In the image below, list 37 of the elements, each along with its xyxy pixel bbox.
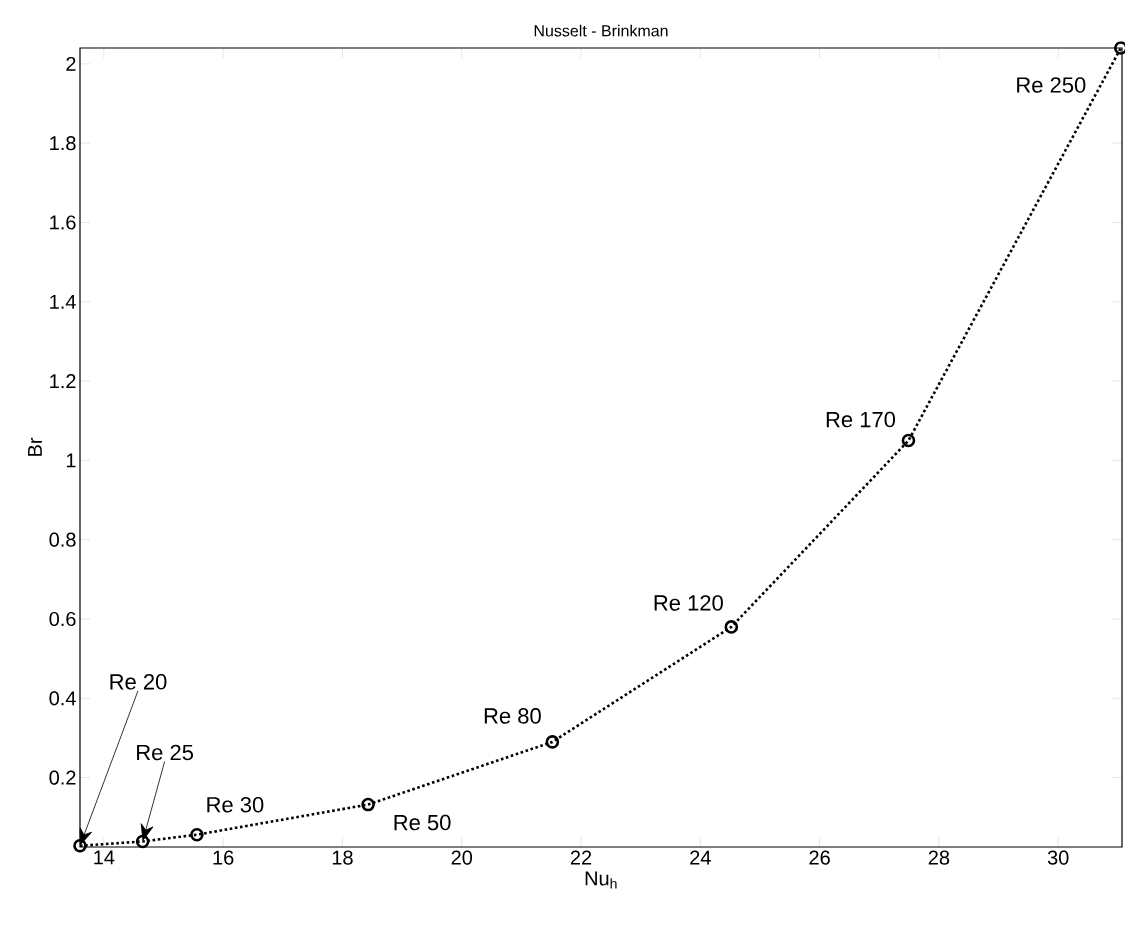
point	[545, 735, 560, 749]
y-tick-label: 1.4	[50, 294, 76, 309]
annotation: Re 80	[484, 708, 541, 724]
point	[901, 433, 916, 448]
x-tick-label: 16	[213, 850, 234, 865]
annotation: Re 25	[137, 744, 194, 761]
x-tick-label: 14	[94, 850, 115, 865]
point	[73, 839, 87, 853]
annotation: Re 30	[207, 796, 264, 813]
y-tick-label: 1.8	[50, 136, 76, 151]
point	[190, 827, 204, 842]
y-tick-label: 0.8	[49, 532, 76, 547]
point	[361, 797, 375, 812]
y-tick-label: 0.4	[49, 691, 76, 706]
x-tick-label: 20	[451, 850, 473, 865]
y-tick-label: 1.6	[50, 215, 76, 230]
y-tick-label: 1.2	[50, 374, 76, 389]
y-tick-label: 1	[66, 453, 76, 468]
annotation: Re 50	[394, 814, 451, 831]
y-tick-label: 0.2	[49, 770, 76, 785]
point	[724, 620, 739, 634]
x-tick-label: 26	[809, 850, 830, 865]
annotation: Re 250	[1017, 77, 1086, 93]
x-tick-label: 28	[928, 850, 950, 865]
x-tick-label: 18	[332, 850, 353, 865]
annotation: Re 120	[654, 595, 723, 611]
x-axis-title: Nu$_{h}$	[585, 871, 617, 889]
y-tick-label: 0.6	[49, 611, 76, 627]
annotation: Re 170	[826, 411, 896, 428]
x-tick-label: 30	[1047, 850, 1069, 865]
y-tick-label: 2	[66, 56, 76, 71]
x-tick-label: 22	[570, 850, 592, 865]
y-axis-title: Br	[28, 437, 42, 456]
chart-title: Nusselt - Brinkman	[534, 24, 668, 37]
point	[135, 834, 150, 849]
x-tick-label: 24	[690, 850, 711, 865]
annotation: Re 20	[110, 674, 167, 690]
